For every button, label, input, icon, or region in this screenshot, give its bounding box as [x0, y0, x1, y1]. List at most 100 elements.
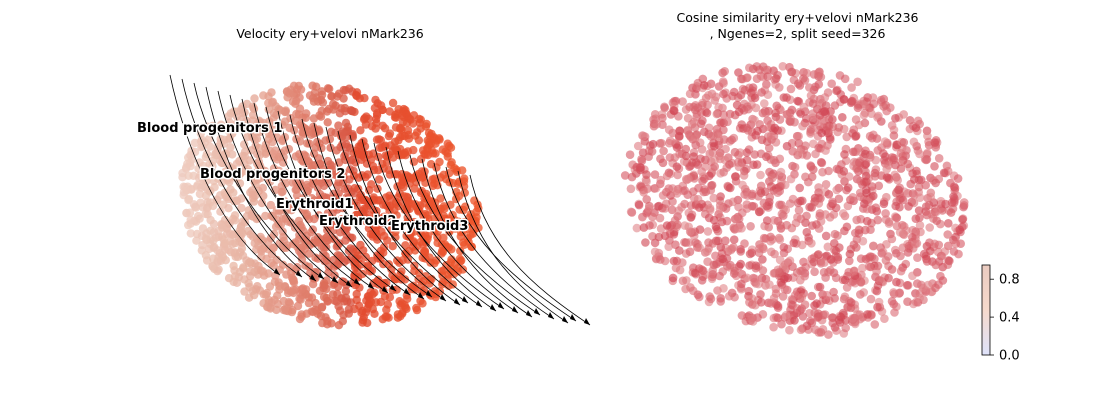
cell-point	[215, 156, 224, 165]
cell-point	[382, 305, 391, 314]
cell-point	[186, 229, 195, 238]
cell-point	[954, 249, 963, 259]
cell-point	[250, 239, 259, 248]
cell-point	[421, 150, 430, 159]
cell-point	[294, 216, 304, 226]
cell-point	[274, 207, 284, 216]
cell-point	[800, 300, 810, 310]
cell-point	[432, 163, 441, 172]
cell-point	[824, 330, 833, 339]
cell-point	[796, 325, 806, 335]
cell-point	[937, 251, 947, 261]
cell-point	[208, 201, 218, 211]
cell-point	[898, 195, 908, 205]
cell-point	[913, 116, 923, 126]
streamline	[349, 134, 461, 306]
cell-point	[656, 154, 665, 164]
cell-point	[711, 222, 721, 231]
cell-point	[257, 247, 266, 256]
cell-point	[221, 190, 230, 199]
streamline	[325, 126, 447, 302]
cell-point	[240, 287, 249, 296]
cell-point	[787, 67, 797, 77]
streamline	[469, 174, 591, 326]
cell-point	[710, 162, 719, 171]
cell-point	[318, 172, 327, 181]
cell-point	[354, 142, 363, 151]
cell-point	[911, 214, 921, 223]
cosine-similarity-scatter-points	[620, 62, 969, 339]
cell-point	[756, 170, 765, 180]
cell-point	[770, 75, 779, 84]
cell-point	[725, 109, 735, 119]
cell-point	[704, 238, 713, 247]
cell-point	[352, 88, 362, 97]
cell-point	[225, 134, 234, 143]
cell-point	[785, 199, 795, 208]
cell-point	[323, 297, 332, 306]
cell-point	[414, 268, 424, 277]
cell-point	[889, 131, 899, 140]
cell-point	[650, 170, 660, 179]
cell-point	[335, 306, 345, 315]
cell-point	[881, 209, 890, 218]
cell-point	[279, 305, 288, 315]
stream-arrowhead	[534, 308, 540, 315]
cell-point	[278, 260, 288, 269]
cell-point	[855, 310, 865, 319]
cell-point	[807, 254, 817, 264]
cell-point	[908, 271, 917, 281]
cell-point	[240, 140, 249, 149]
cell-point	[341, 287, 351, 296]
cell-point	[404, 198, 414, 208]
cell-point	[285, 123, 294, 133]
cell-point	[719, 167, 728, 177]
cell-point	[756, 290, 765, 299]
cell-point	[870, 320, 880, 329]
cell-point	[309, 114, 319, 123]
cell-point	[903, 159, 913, 169]
cell-point	[775, 200, 784, 210]
cell-point	[703, 227, 713, 236]
cell-point	[308, 307, 318, 317]
cell-point	[186, 215, 195, 225]
cell-point	[268, 138, 277, 147]
cell-point	[865, 252, 875, 261]
cell-point	[412, 305, 422, 315]
cell-point	[348, 131, 357, 140]
cell-point	[846, 298, 856, 307]
cell-point	[642, 177, 651, 186]
cell-point	[449, 270, 458, 279]
cell-point	[330, 262, 339, 271]
cell-point	[650, 247, 660, 257]
cell-point	[240, 152, 249, 161]
cell-point	[845, 256, 854, 266]
cell-point	[341, 86, 350, 95]
cell-point	[727, 135, 736, 145]
cell-point	[316, 311, 326, 321]
cell-point	[680, 199, 689, 209]
cell-point	[703, 257, 712, 267]
cell-point	[915, 221, 925, 230]
cell-point	[342, 192, 352, 202]
colorbar-gradient	[981, 264, 991, 356]
cell-point	[259, 91, 268, 100]
cell-point	[233, 252, 243, 262]
cluster-label-erythroid3: Erythroid3	[391, 219, 468, 234]
cell-point	[253, 175, 262, 184]
cell-point	[799, 257, 808, 267]
cell-point	[398, 131, 407, 140]
cell-point	[439, 233, 448, 242]
cell-point	[752, 160, 762, 169]
cell-point	[759, 198, 769, 208]
cell-point	[956, 239, 965, 248]
cell-point	[759, 233, 769, 243]
cell-point	[856, 290, 865, 299]
cell-point	[184, 171, 193, 180]
cell-point	[873, 302, 882, 312]
cell-point	[734, 162, 744, 172]
cell-point	[334, 189, 343, 198]
cell-point	[460, 174, 469, 183]
cell-point	[297, 285, 306, 294]
cell-point	[869, 191, 878, 201]
